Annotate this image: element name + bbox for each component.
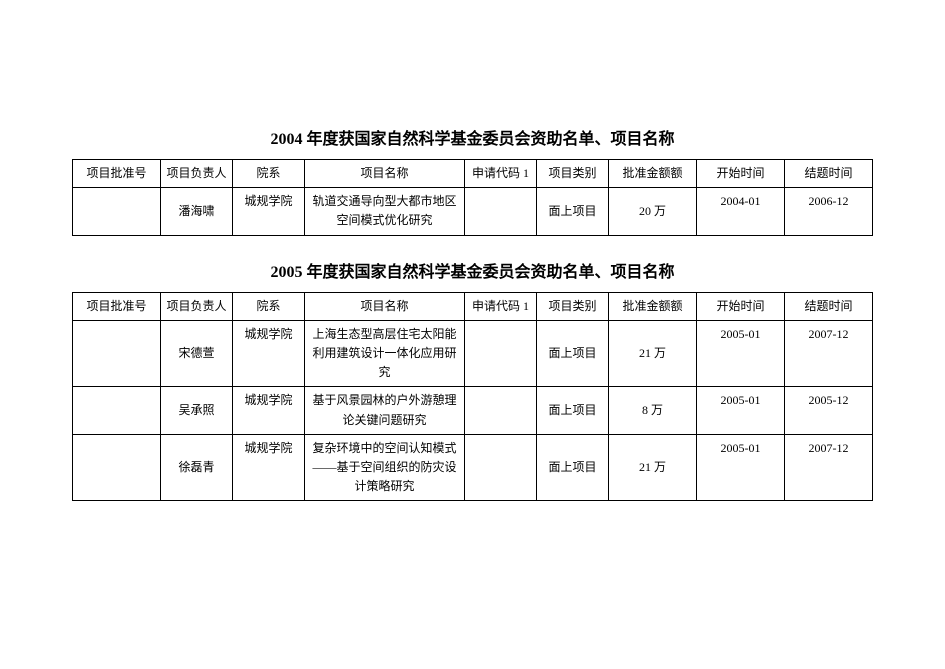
cell-dept: 城规学院 xyxy=(233,188,305,235)
col-header-approval: 项目批准号 xyxy=(73,292,161,320)
cell-end: 2007-12 xyxy=(785,320,873,387)
table-row: 徐磊青 城规学院 复杂环境中的空间认知模式 ——基于空间组织的防灾设计策略研究 … xyxy=(73,434,873,501)
col-header-category: 项目类别 xyxy=(537,292,609,320)
section-title-2005: 2005 年度获国家自然科学基金委员会资助名单、项目名称 xyxy=(0,258,945,282)
cell-person: 徐磊青 xyxy=(161,434,233,501)
col-header-code: 申请代码 1 xyxy=(465,292,537,320)
cell-amount: 21 万 xyxy=(609,434,697,501)
cell-amount: 20 万 xyxy=(609,188,697,235)
cell-person: 潘海啸 xyxy=(161,188,233,235)
cell-start: 2005-01 xyxy=(697,320,785,387)
col-header-approval: 项目批准号 xyxy=(73,160,161,188)
cell-project: 基于风景园林的户外游憩理论关键问题研究 xyxy=(305,387,465,434)
col-header-person: 项目负责人 xyxy=(161,160,233,188)
col-header-end: 结题时间 xyxy=(785,292,873,320)
cell-category: 面上项目 xyxy=(537,434,609,501)
cell-category: 面上项目 xyxy=(537,320,609,387)
section-title-2004: 2004 年度获国家自然科学基金委员会资助名单、项目名称 xyxy=(0,125,945,149)
cell-approval xyxy=(73,387,161,434)
col-header-dept: 院系 xyxy=(233,160,305,188)
col-header-dept: 院系 xyxy=(233,292,305,320)
cell-end: 2007-12 xyxy=(785,434,873,501)
cell-code xyxy=(465,434,537,501)
cell-project: 上海生态型高层住宅太阳能利用建筑设计一体化应用研究 xyxy=(305,320,465,387)
col-header-project: 项目名称 xyxy=(305,160,465,188)
cell-dept: 城规学院 xyxy=(233,320,305,387)
cell-start: 2004-01 xyxy=(697,188,785,235)
cell-approval xyxy=(73,320,161,387)
table-row: 潘海啸 城规学院 轨道交通导向型大都市地区空间模式优化研究 面上项目 20 万 … xyxy=(73,188,873,235)
table-header-row: 项目批准号 项目负责人 院系 项目名称 申请代码 1 项目类别 批准金额额 开始… xyxy=(73,160,873,188)
cell-start: 2005-01 xyxy=(697,434,785,501)
cell-category: 面上项目 xyxy=(537,387,609,434)
cell-category: 面上项目 xyxy=(537,188,609,235)
col-header-project: 项目名称 xyxy=(305,292,465,320)
col-header-amount: 批准金额额 xyxy=(609,292,697,320)
cell-amount: 8 万 xyxy=(609,387,697,434)
col-header-person: 项目负责人 xyxy=(161,292,233,320)
table-header-row: 项目批准号 项目负责人 院系 项目名称 申请代码 1 项目类别 批准金额额 开始… xyxy=(73,292,873,320)
table-2005: 项目批准号 项目负责人 院系 项目名称 申请代码 1 项目类别 批准金额额 开始… xyxy=(72,292,873,502)
cell-dept: 城规学院 xyxy=(233,387,305,434)
col-header-category: 项目类别 xyxy=(537,160,609,188)
col-header-end: 结题时间 xyxy=(785,160,873,188)
cell-code xyxy=(465,387,537,434)
cell-end: 2006-12 xyxy=(785,188,873,235)
cell-end: 2005-12 xyxy=(785,387,873,434)
cell-project: 复杂环境中的空间认知模式 ——基于空间组织的防灾设计策略研究 xyxy=(305,434,465,501)
cell-amount: 21 万 xyxy=(609,320,697,387)
cell-project: 轨道交通导向型大都市地区空间模式优化研究 xyxy=(305,188,465,235)
col-header-amount: 批准金额额 xyxy=(609,160,697,188)
cell-approval xyxy=(73,188,161,235)
table-row: 宋德萱 城规学院 上海生态型高层住宅太阳能利用建筑设计一体化应用研究 面上项目 … xyxy=(73,320,873,387)
col-header-start: 开始时间 xyxy=(697,292,785,320)
cell-start: 2005-01 xyxy=(697,387,785,434)
cell-person: 宋德萱 xyxy=(161,320,233,387)
cell-code xyxy=(465,188,537,235)
cell-code xyxy=(465,320,537,387)
table-2004: 项目批准号 项目负责人 院系 项目名称 申请代码 1 项目类别 批准金额额 开始… xyxy=(72,159,873,236)
cell-person: 吴承照 xyxy=(161,387,233,434)
col-header-start: 开始时间 xyxy=(697,160,785,188)
cell-approval xyxy=(73,434,161,501)
col-header-code: 申请代码 1 xyxy=(465,160,537,188)
table-row: 吴承照 城规学院 基于风景园林的户外游憩理论关键问题研究 面上项目 8 万 20… xyxy=(73,387,873,434)
cell-dept: 城规学院 xyxy=(233,434,305,501)
